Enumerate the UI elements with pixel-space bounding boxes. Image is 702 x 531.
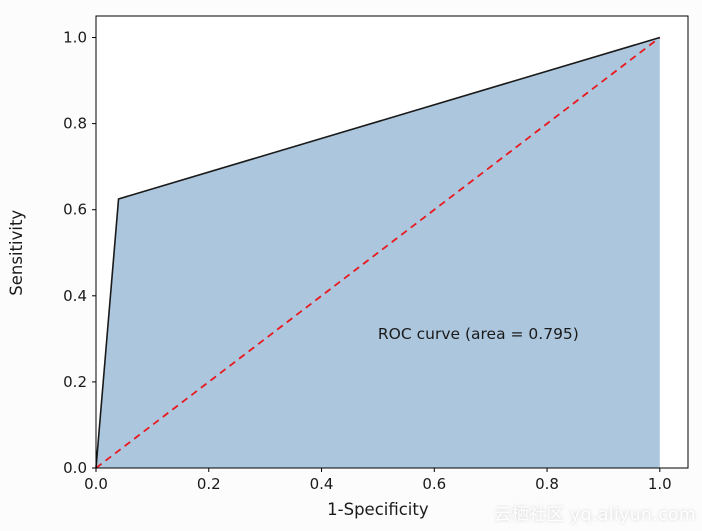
x-tick-label: 0.0 xyxy=(84,475,108,493)
chance-diagonal-line xyxy=(95,36,661,469)
y-tick-label: 0.2 xyxy=(63,373,87,391)
y-tick-label: 0.4 xyxy=(63,287,87,305)
x-tick-label: 1.0 xyxy=(648,475,672,493)
y-tick-label: 1.0 xyxy=(63,29,87,47)
plot-border xyxy=(95,15,689,469)
y-tick-label: 0.8 xyxy=(63,115,87,133)
x-tick-label: 0.4 xyxy=(310,475,334,493)
x-tick-label: 0.6 xyxy=(422,475,446,493)
x-tick-label: 0.2 xyxy=(197,475,221,493)
y-tick-label: 0.6 xyxy=(63,201,87,219)
y-tick-label: 0.0 xyxy=(63,459,87,477)
x-axis-label: 1-Specificity xyxy=(327,500,429,519)
x-tick-label: 0.8 xyxy=(535,475,559,493)
roc-curve-line xyxy=(95,36,661,469)
roc-annotation: ROC curve (area = 0.795) xyxy=(378,325,579,343)
y-axis-label: Sensitivity xyxy=(7,210,26,296)
